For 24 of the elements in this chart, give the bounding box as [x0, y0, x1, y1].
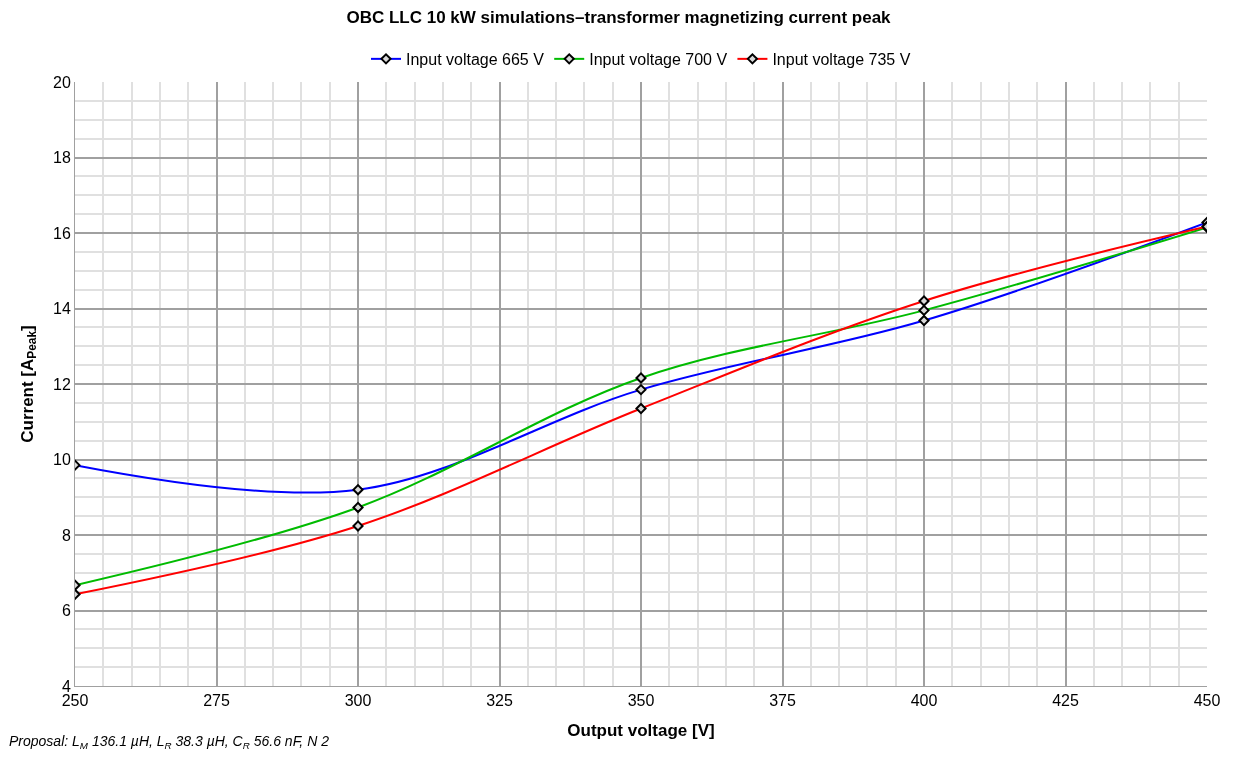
x-tick-label: 350	[627, 692, 655, 710]
x-tick-label: 400	[910, 692, 938, 710]
legend-label: Input voltage 735 V	[772, 51, 911, 69]
x-tick-label: 375	[769, 692, 796, 710]
x-tick-label: 450	[1193, 692, 1221, 710]
text: Proposal: L$_{M}$ 136.1 µH, L$_{R}$ 38.3 µH, C$_{R}$ 56.6 nF, N 2	[9, 733, 330, 751]
y-tick-label: 18	[53, 149, 71, 167]
y-tick-label: 14	[53, 300, 71, 318]
y-tick-label: 10	[53, 451, 71, 469]
legend-label: Input voltage 665 V	[406, 51, 545, 69]
x-tick-label: 300	[344, 692, 372, 710]
y-tick-label: 20	[53, 73, 71, 91]
y-tick-label: 12	[53, 375, 71, 393]
y-tick-label: 6	[61, 602, 71, 620]
y-tick-label: 4	[61, 677, 71, 695]
y-tick-label: 16	[53, 224, 71, 242]
y-tick-label: 8	[61, 526, 71, 544]
legend-label: Input voltage 700 V	[589, 51, 728, 69]
x-tick-label: 275	[203, 692, 230, 710]
x-tick-label: 325	[486, 692, 513, 710]
x-tick-label: 250	[61, 692, 89, 710]
chart-title: OBC LLC 10 kW simulations–transformer magnetizing current peak	[346, 8, 892, 28]
x-tick-label: 425	[1052, 692, 1079, 710]
x-axis-title: Output voltage [V]	[567, 720, 715, 740]
